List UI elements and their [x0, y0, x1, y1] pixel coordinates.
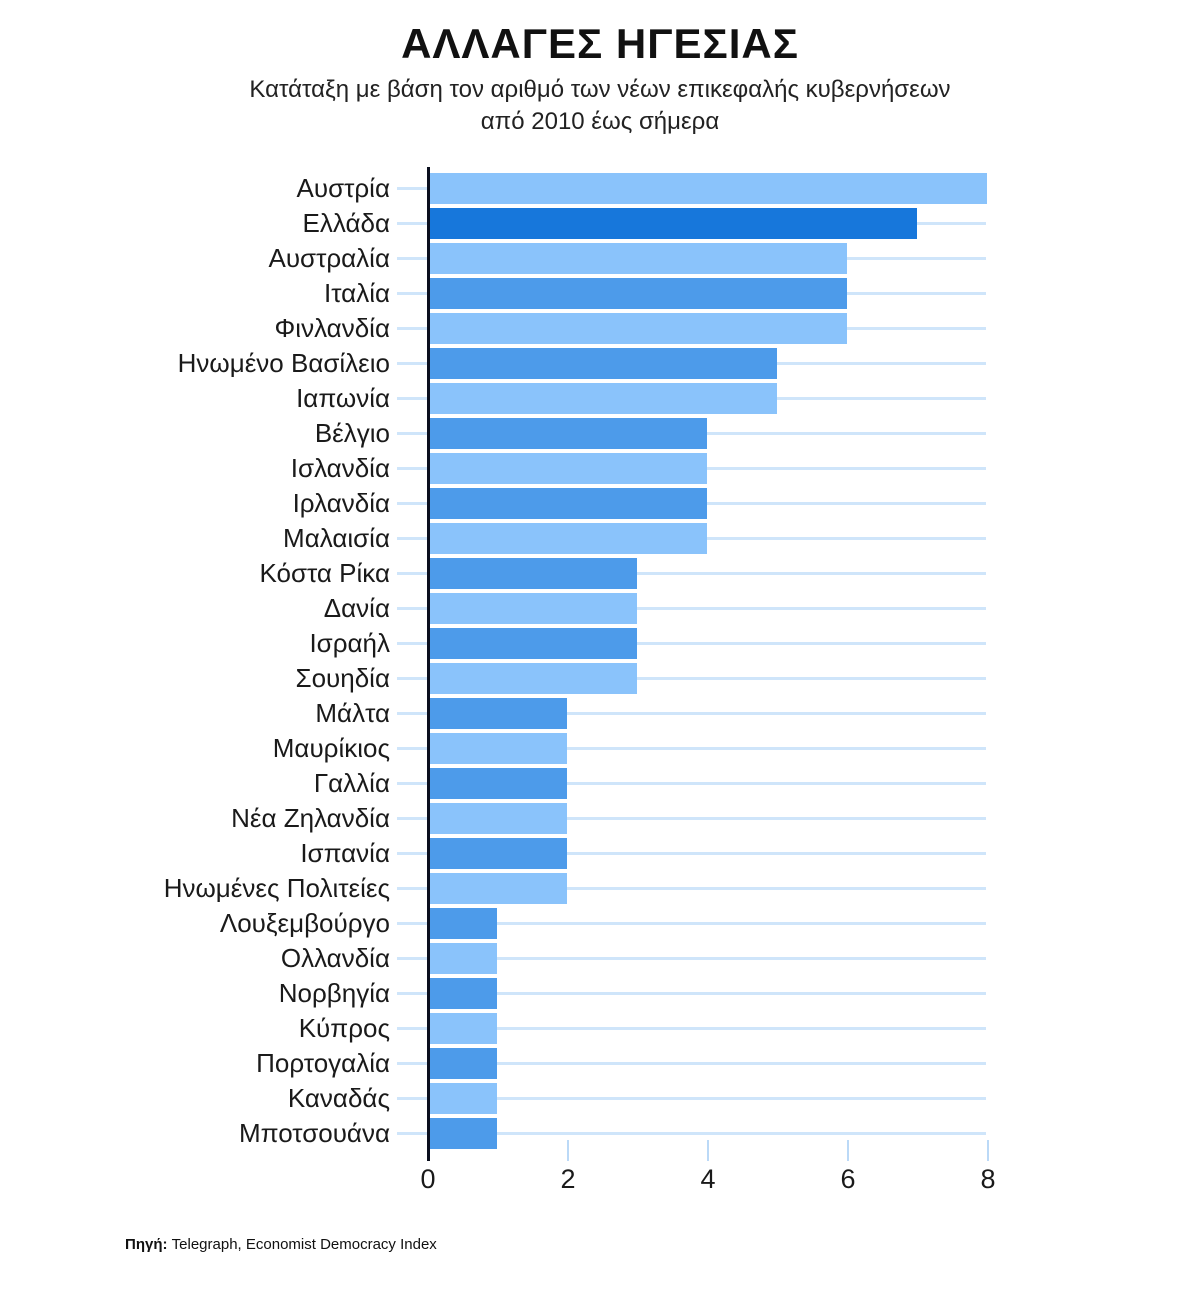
- category-label: Καναδάς: [287, 1083, 390, 1113]
- bar: [430, 697, 567, 729]
- x-axis-tick-label: 4: [700, 1164, 716, 1194]
- chart-subtitle-line1: Κατάταξη με βάση τον αριθμό των νέων επι…: [249, 76, 951, 103]
- source-text: Telegraph, Economist Democracy Index: [167, 1236, 437, 1253]
- row-gridline: [397, 572, 986, 575]
- bar: [430, 172, 987, 204]
- category-label: Ισπανία: [300, 838, 390, 868]
- category-label: Μαλαισία: [283, 523, 390, 553]
- x-axis-tick-label: 0: [420, 1164, 436, 1194]
- category-label: Νορβηγία: [278, 978, 390, 1008]
- row-gridline: [397, 1132, 986, 1135]
- category-label: Ηνωμένο Βασίλειο: [177, 348, 390, 378]
- bar: [430, 207, 917, 239]
- row-gridline: [397, 712, 986, 715]
- bar: [430, 767, 567, 799]
- category-label: Μαυρίκιος: [272, 733, 390, 763]
- bar: [430, 662, 637, 694]
- bar: [430, 942, 497, 974]
- category-label: Κόστα Ρίκα: [259, 558, 390, 588]
- row-gridline: [397, 782, 986, 785]
- row-gridline: [397, 817, 986, 820]
- row-gridline: [397, 922, 986, 925]
- bar: [430, 802, 567, 834]
- row-gridline: [397, 642, 986, 645]
- row-gridline: [397, 957, 986, 960]
- bar: [430, 1082, 497, 1114]
- chart-subtitle-line2: από 2010 έως σήμερα: [480, 108, 720, 135]
- bar: [430, 347, 777, 379]
- category-label: Φινλανδία: [274, 313, 390, 343]
- category-label: Κύπρος: [298, 1013, 390, 1043]
- category-label: Ολλανδία: [280, 943, 390, 973]
- row-gridline: [397, 607, 986, 610]
- x-axis-tick: [847, 1140, 849, 1161]
- x-axis-tick-label: 8: [980, 1164, 996, 1194]
- category-label: Αυστραλία: [268, 243, 390, 273]
- category-label: Αυστρία: [296, 173, 390, 203]
- bar: [430, 522, 707, 554]
- row-gridline: [397, 852, 986, 855]
- row-gridline: [397, 992, 986, 995]
- y-axis-line: [427, 167, 430, 1161]
- category-label: Ισραήλ: [309, 628, 390, 658]
- category-label: Δανία: [323, 593, 390, 623]
- category-label: Ιρλανδία: [292, 488, 390, 518]
- bar: [430, 872, 567, 904]
- source-note: Πηγή: Telegraph, Economist Democracy Ind…: [125, 1236, 437, 1253]
- bar: [430, 907, 497, 939]
- x-axis-tick: [987, 1140, 989, 1161]
- bar: [430, 732, 567, 764]
- row-gridline: [397, 1027, 986, 1030]
- bar: [430, 1047, 497, 1079]
- category-label: Ιαπωνία: [296, 383, 390, 413]
- bar: [430, 417, 707, 449]
- category-label: Ηνωμένες Πολιτείες: [163, 873, 390, 903]
- category-label: Βέλγιο: [314, 418, 390, 448]
- bar: [430, 277, 847, 309]
- row-gridline: [397, 1097, 986, 1100]
- category-label: Σουηδία: [295, 663, 391, 693]
- x-axis-tick-label: 6: [840, 1164, 856, 1194]
- bar: [430, 452, 707, 484]
- row-gridline: [397, 1062, 986, 1065]
- category-label: Νέα Ζηλανδία: [231, 803, 390, 833]
- bar: [430, 312, 847, 344]
- category-label: Λουξεμβούργο: [219, 908, 390, 938]
- row-gridline: [397, 677, 986, 680]
- category-label: Γαλλία: [313, 768, 390, 798]
- bar: [430, 242, 847, 274]
- bar: [430, 382, 777, 414]
- bar: [430, 837, 567, 869]
- bar: [430, 557, 637, 589]
- row-gridline: [397, 747, 986, 750]
- category-label: Πορτογαλία: [256, 1048, 390, 1078]
- category-label: Μποτσουάνα: [238, 1118, 390, 1148]
- x-axis-tick: [707, 1140, 709, 1161]
- category-label: Ισλανδία: [290, 453, 390, 483]
- row-gridline: [397, 887, 986, 890]
- category-label: Ιταλία: [324, 278, 390, 308]
- bar: [430, 1117, 497, 1149]
- source-label: Πηγή:: [125, 1236, 168, 1253]
- chart-title: ΑΛΛΑΓΕΣ ΗΓΕΣΙΑΣ: [401, 20, 799, 67]
- bar: [430, 977, 497, 1009]
- bar: [430, 592, 637, 624]
- x-axis-tick: [567, 1140, 569, 1161]
- category-label: Ελλάδα: [302, 208, 390, 238]
- category-label: Μάλτα: [315, 698, 390, 728]
- bar: [430, 627, 637, 659]
- x-axis-tick-label: 2: [560, 1164, 576, 1194]
- bar: [430, 1012, 497, 1044]
- bar: [430, 487, 707, 519]
